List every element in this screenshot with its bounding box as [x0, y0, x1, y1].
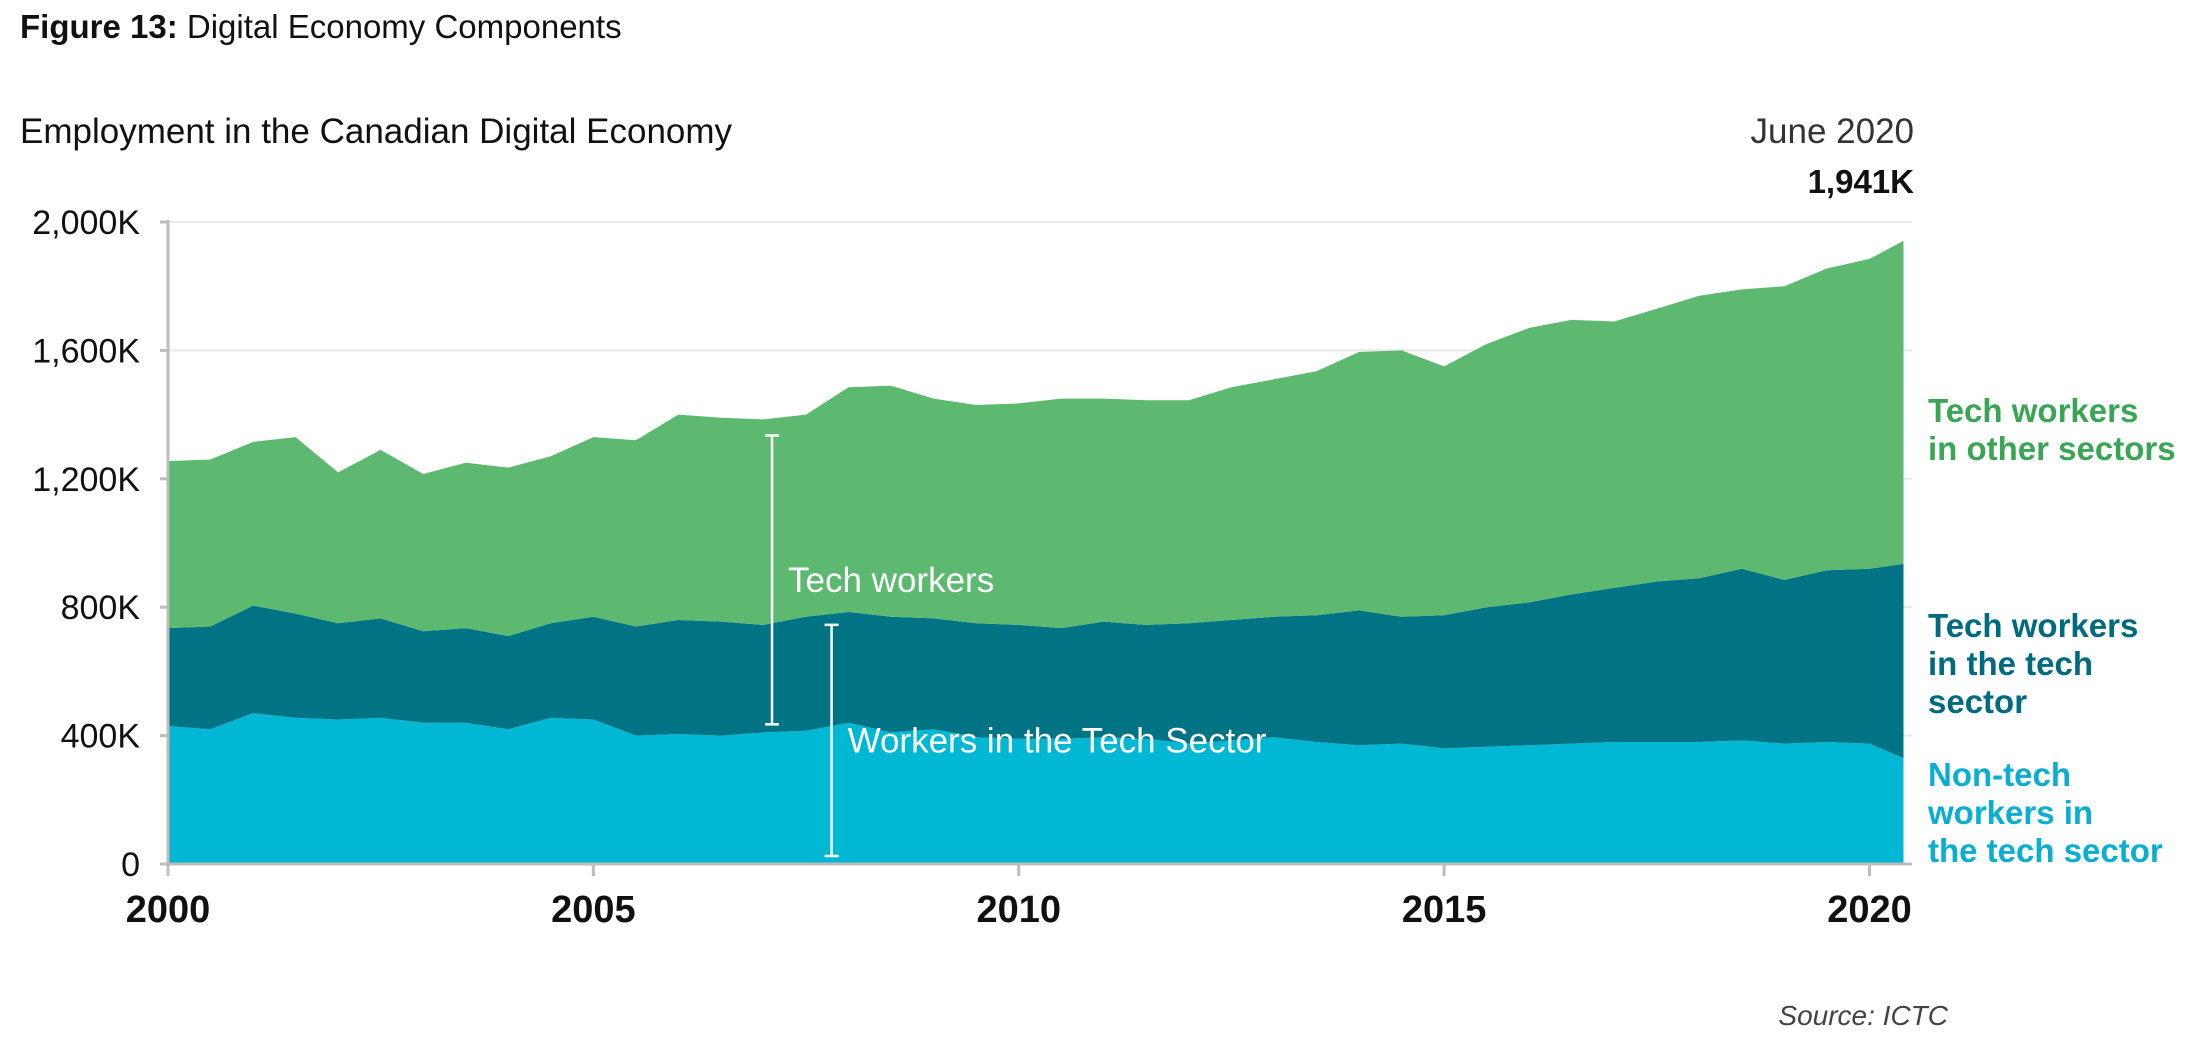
source-note: Source: ICTC: [1778, 1000, 1948, 1031]
x-tick-label: 2000: [126, 889, 211, 931]
bracket-label: Tech workers: [788, 561, 994, 600]
chart-title: Employment in the Canadian Digital Econo…: [20, 112, 733, 151]
figure-title-text: Digital Economy Components: [177, 8, 622, 45]
figure-title: Figure 13: Digital Economy Components: [20, 8, 622, 46]
legend-item-other-sectors: Tech workers in other sectors: [1928, 392, 2176, 468]
annotation-date: June 2020: [1750, 112, 1914, 151]
y-tick-label: 0: [121, 846, 140, 884]
legend-line: in other sectors: [1928, 430, 2176, 467]
x-tick-label: 2005: [551, 889, 636, 931]
annotation-value: 1,941K: [1807, 163, 1914, 200]
y-tick-label: 1,600K: [32, 332, 140, 370]
figure-title-prefix: Figure 13:: [20, 8, 178, 45]
y-tick-label: 2,000K: [32, 204, 140, 242]
area-series-0: [168, 713, 1904, 864]
bracket-label: Workers in the Tech Sector: [848, 721, 1267, 760]
y-tick-label: 1,200K: [32, 461, 140, 499]
legend-line: sector: [1928, 683, 2028, 720]
y-tick-label: 400K: [61, 718, 141, 756]
x-tick-label: 2010: [976, 889, 1061, 931]
legend-line: Tech workers: [1928, 607, 2139, 644]
legend-line: in the tech: [1928, 645, 2094, 682]
legend-item-tech-sector: Tech workers in the tech sector: [1928, 607, 2138, 721]
legend-line: the tech sector: [1928, 832, 2163, 869]
legend-line: Tech workers: [1928, 392, 2139, 429]
area-series-2: [168, 240, 1904, 637]
y-tick-label: 800K: [61, 589, 141, 627]
area-series-1: [168, 563, 1904, 759]
x-tick-label: 2020: [1827, 889, 1912, 931]
legend-line: workers in: [1928, 794, 2094, 831]
legend-line: Non-tech: [1928, 756, 2071, 793]
x-tick-label: 2015: [1402, 889, 1487, 931]
legend-item-non-tech: Non-tech workers in the tech sector: [1928, 756, 2163, 870]
